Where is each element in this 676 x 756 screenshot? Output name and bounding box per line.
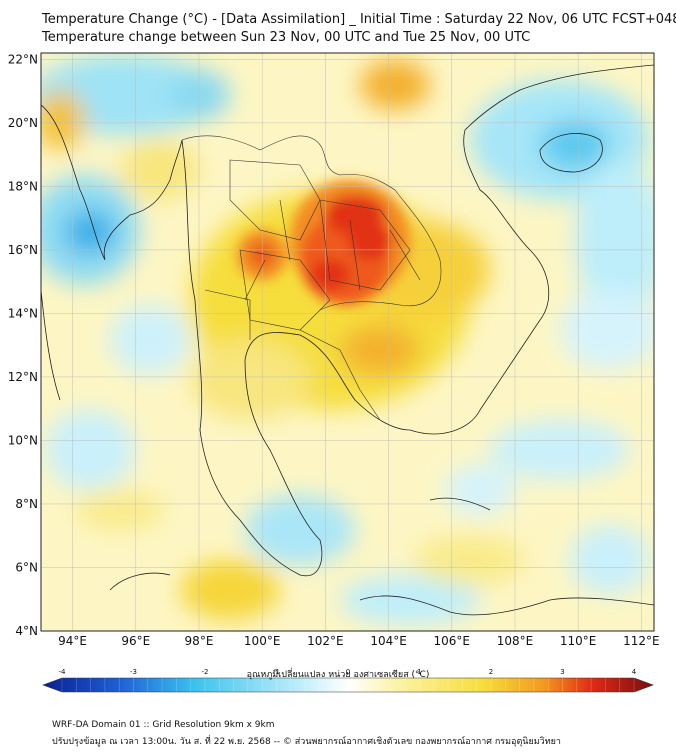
latitude-labels: 22°N 20°N 18°N 16°N 14°N 12°N 10°N 8°N 6°N 4°N — [8, 52, 38, 638]
footer-model-info: WRF-DA Domain 01 :: Grid Resolution 9km … — [52, 720, 275, 730]
colorbar: -4 -3 -2 -1 0 1 2 3 4 — [42, 668, 654, 693]
colorbar-tick-label: -4 — [59, 668, 67, 676]
lat-label: 6°N — [15, 560, 38, 574]
colorbar-tick-label: 0 — [346, 668, 350, 676]
lon-label: 108°E — [497, 634, 534, 648]
colorbar-tick-label: 3 — [560, 668, 564, 676]
lat-label: 18°N — [8, 179, 38, 193]
lon-label: 98°E — [185, 634, 214, 648]
lon-label: 106°E — [434, 634, 471, 648]
chart-title: Temperature Change (°C) - [Data Assimila… — [42, 12, 676, 27]
map-frame — [40, 52, 655, 632]
colorbar-tick-label: -2 — [202, 668, 209, 676]
lat-label: 4°N — [15, 624, 38, 638]
colorbar-tick-label: 1 — [417, 668, 421, 676]
lon-label: 104°E — [370, 634, 407, 648]
lat-label: 10°N — [8, 433, 38, 447]
colorbar-tick-label: -3 — [130, 668, 137, 676]
footer-credit: ปรับปรุงข้อมูล ณ เวลา 13:00น. วัน ส. ที่… — [52, 737, 561, 747]
colorbar-tick-label: 4 — [632, 668, 637, 676]
lon-label: 96°E — [121, 634, 150, 648]
lon-label: 100°E — [244, 634, 281, 648]
lon-label: 102°E — [307, 634, 344, 648]
province-borders — [181, 135, 442, 421]
chart-subtitle: Temperature change between Sun 23 Nov, 0… — [42, 30, 531, 45]
colorbar-tick-label: -1 — [273, 668, 280, 676]
lon-label: 94°E — [58, 634, 87, 648]
lat-label: 12°N — [8, 370, 38, 384]
colorbar-tick-label: 2 — [489, 668, 493, 676]
colorbar-gradient — [42, 677, 654, 693]
lon-label: 110°E — [560, 634, 597, 648]
lat-label: 16°N — [8, 243, 38, 257]
lat-label: 8°N — [15, 497, 38, 511]
lon-label: 112°E — [623, 634, 660, 648]
colorbar-label: อุณหภูมิเปลี่ยนแปลง หน่วย องศาเซลเซียส (… — [246, 670, 430, 680]
coastlines — [41, 64, 654, 616]
lat-label: 14°N — [8, 306, 38, 320]
map-canvas: 22°N 20°N 18°N 16°N 14°N 12°N 10°N 8°N 6°N 4°N 94… — [8, 52, 660, 693]
lat-label: 20°N — [8, 116, 38, 130]
longitude-labels: 94°E 96°E 98°E 100°E 102°E 104°E 106°E 108°E 110… — [58, 634, 659, 648]
lat-label: 22°N — [8, 52, 38, 66]
temperature-field — [41, 53, 654, 631]
colorbar-ticks: -4 -3 -2 -1 0 1 2 3 4 — [59, 668, 637, 676]
